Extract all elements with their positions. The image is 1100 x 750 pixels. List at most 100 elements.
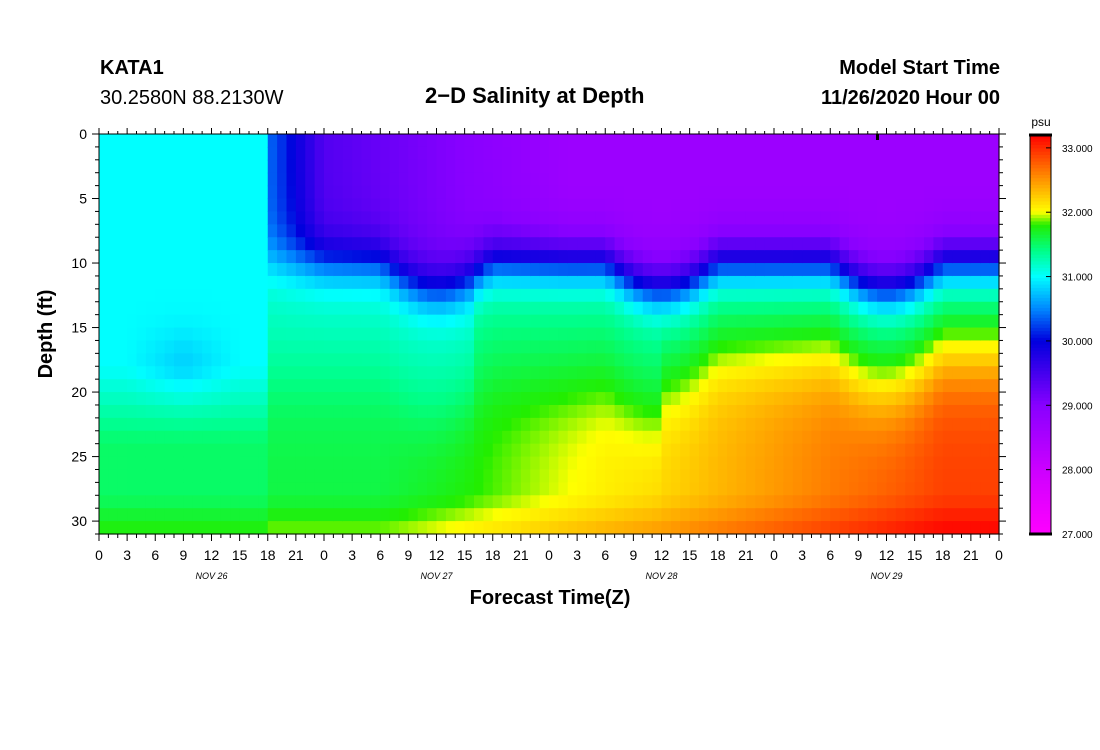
heatmap-cell xyxy=(699,224,709,238)
heatmap-cell xyxy=(370,430,381,445)
heatmap-cell xyxy=(595,521,606,535)
heatmap-cell xyxy=(520,224,531,238)
heatmap-cell xyxy=(99,469,109,483)
heatmap-cell xyxy=(455,224,466,238)
heatmap-cell xyxy=(642,482,653,496)
x-tick-label: 18 xyxy=(485,547,501,563)
heatmap-cell xyxy=(117,521,128,535)
heatmap-cell xyxy=(370,134,381,148)
heatmap-cell xyxy=(905,327,916,342)
heatmap-cell xyxy=(211,443,222,458)
heatmap-cell xyxy=(202,508,213,522)
heatmap-cell xyxy=(145,404,156,419)
heatmap-cell xyxy=(736,198,747,213)
heatmap-cell xyxy=(670,379,681,393)
heatmap-cell xyxy=(108,314,119,329)
heatmap-cell xyxy=(389,392,400,406)
colorbar-segment xyxy=(1030,517,1051,522)
heatmap-cell xyxy=(633,495,644,509)
heatmap-cell xyxy=(708,495,719,509)
heatmap-cell xyxy=(989,482,1000,496)
colorbar-segment xyxy=(1030,307,1051,312)
heatmap-cell xyxy=(867,456,878,471)
heatmap-cell xyxy=(333,301,344,316)
heatmap-cell xyxy=(211,327,222,342)
heatmap-cell xyxy=(202,263,213,277)
heatmap-cell xyxy=(670,263,681,277)
heatmap-cell xyxy=(333,521,344,535)
heatmap-cell xyxy=(652,495,663,509)
heatmap-cell xyxy=(755,327,766,342)
heatmap-cell xyxy=(108,469,119,483)
heatmap-cell xyxy=(933,508,944,522)
heatmap-cell xyxy=(136,301,147,316)
heatmap-cell xyxy=(783,237,794,251)
heatmap-cell xyxy=(183,250,194,264)
heatmap-cell xyxy=(642,469,653,483)
colorbar-segment xyxy=(1030,238,1051,242)
colorbar-segment xyxy=(1030,248,1051,252)
heatmap-cell xyxy=(136,159,147,174)
heatmap-cell xyxy=(699,521,709,535)
heatmap-cell xyxy=(802,301,813,316)
heatmap-cell xyxy=(717,198,728,213)
heatmap-cell xyxy=(895,417,906,432)
heatmap-cell xyxy=(802,508,813,522)
heatmap-cell xyxy=(708,379,719,393)
heatmap-cell xyxy=(520,198,531,213)
heatmap-cell xyxy=(464,327,475,342)
heatmap-cell xyxy=(989,275,1000,290)
heatmap-cell xyxy=(549,172,559,187)
heatmap-cell xyxy=(764,288,775,303)
heatmap-cell xyxy=(483,301,494,316)
heatmap-cell xyxy=(792,211,803,225)
heatmap-cell xyxy=(239,288,250,303)
colorbar-segment xyxy=(1030,507,1051,512)
x-tick-label: 0 xyxy=(95,547,103,563)
heatmap-cell xyxy=(792,379,803,393)
heatmap-cell xyxy=(502,211,513,225)
heatmap-cell xyxy=(174,456,184,471)
heatmap-cell xyxy=(699,366,709,380)
heatmap-cell xyxy=(502,134,513,148)
heatmap-cell xyxy=(511,185,522,200)
heatmap-cell xyxy=(924,275,934,290)
heatmap-cell xyxy=(380,340,391,354)
heatmap-cell xyxy=(867,314,878,329)
heatmap-cell xyxy=(924,211,934,225)
heatmap-cell xyxy=(408,237,419,251)
heatmap-cell xyxy=(417,521,428,535)
heatmap-cell xyxy=(952,211,963,225)
heatmap-cell xyxy=(989,327,1000,342)
heatmap-cell xyxy=(239,404,250,419)
heatmap-cell xyxy=(764,172,775,187)
heatmap-cell xyxy=(586,263,597,277)
heatmap-cell xyxy=(858,404,869,419)
heatmap-cell xyxy=(586,430,597,445)
heatmap-cell xyxy=(408,146,419,161)
station-id: KATA1 xyxy=(100,57,164,79)
heatmap-cell xyxy=(670,288,681,303)
heatmap-cell xyxy=(427,288,438,303)
heatmap-cell xyxy=(239,134,250,148)
heatmap-cell xyxy=(389,521,400,535)
heatmap-cell xyxy=(192,443,203,458)
heatmap-cell xyxy=(745,443,756,458)
heatmap-cell xyxy=(380,314,391,329)
heatmap-cell xyxy=(830,456,841,471)
heatmap-cell xyxy=(577,237,588,251)
heatmap-cell xyxy=(192,508,203,522)
heatmap-cell xyxy=(220,392,231,406)
heatmap-cell xyxy=(811,469,822,483)
heatmap-cell xyxy=(342,456,353,471)
heatmap-cell xyxy=(699,211,709,225)
heatmap-cell xyxy=(127,224,138,238)
heatmap-cell xyxy=(586,198,597,213)
heatmap-cell xyxy=(145,146,156,161)
heatmap-cell xyxy=(586,211,597,225)
heatmap-cell xyxy=(567,443,578,458)
heatmap-cell xyxy=(502,417,513,432)
heatmap-cell xyxy=(905,353,916,367)
heatmap-cell xyxy=(549,340,559,354)
heatmap-cell xyxy=(670,198,681,213)
